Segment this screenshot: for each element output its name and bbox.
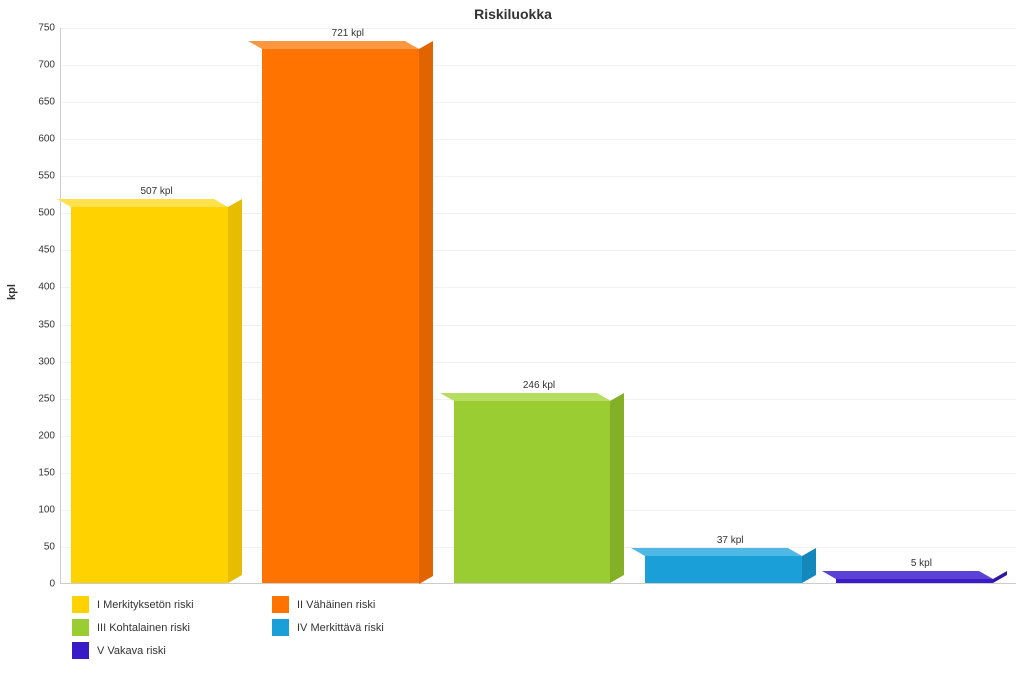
legend-item: IV Merkittävä riski — [272, 619, 472, 636]
legend-swatch — [72, 642, 89, 659]
grid-line — [61, 102, 1016, 103]
bar — [645, 548, 816, 583]
bar-front — [645, 556, 802, 583]
bar — [836, 571, 1007, 583]
chart-title: Riskiluokka — [0, 6, 1026, 22]
grid-line — [61, 176, 1016, 177]
bar-front — [454, 401, 611, 583]
bar-side — [610, 393, 624, 583]
bar-side — [802, 548, 816, 583]
y-tick-label: 400 — [38, 282, 55, 293]
bar-front — [262, 49, 419, 584]
legend-row: I Merkityksetön riski II Vähäinen riski — [72, 596, 1012, 613]
legend-item: II Vähäinen riski — [272, 596, 472, 613]
legend-row: V Vakava riski — [72, 642, 1012, 659]
bar-top — [631, 548, 802, 556]
y-tick-label: 300 — [38, 356, 55, 367]
legend-swatch — [272, 596, 289, 613]
bar-side — [993, 571, 1007, 583]
y-tick-label: 250 — [38, 393, 55, 404]
bar-value-label: 507 kpl — [140, 186, 172, 197]
legend-label: IV Merkittävä riski — [297, 622, 384, 634]
legend-label: III Kohtalainen riski — [97, 622, 190, 634]
bar — [262, 41, 433, 584]
grid-line — [61, 65, 1016, 66]
bar-front — [71, 207, 228, 583]
legend-label: V Vakava riski — [97, 645, 166, 657]
y-tick-label: 150 — [38, 467, 55, 478]
y-tick-label: 200 — [38, 430, 55, 441]
bar-value-label: 721 kpl — [332, 28, 364, 39]
bar-front — [836, 579, 993, 583]
y-tick-label: 650 — [38, 97, 55, 108]
legend-label: I Merkityksetön riski — [97, 599, 194, 611]
y-tick-label: 700 — [38, 60, 55, 71]
y-tick-label: 600 — [38, 134, 55, 145]
grid-line — [61, 139, 1016, 140]
legend-item: III Kohtalainen riski — [72, 619, 272, 636]
legend-item: V Vakava riski — [72, 642, 272, 659]
bar-value-label: 5 kpl — [911, 558, 932, 569]
legend-swatch — [272, 619, 289, 636]
legend-label: II Vähäinen riski — [297, 599, 375, 611]
y-tick-label: 50 — [44, 541, 55, 552]
bar-top — [440, 393, 611, 401]
bar-side — [228, 199, 242, 583]
bar-value-label: 37 kpl — [717, 535, 744, 546]
bar-top — [57, 199, 228, 207]
legend: I Merkityksetön riski II Vähäinen riski II… — [72, 596, 1012, 665]
y-tick-label: 0 — [49, 579, 55, 590]
plot-area: 0501001502002503003504004505005506006507… — [60, 28, 1016, 584]
bar-value-label: 246 kpl — [523, 380, 555, 391]
y-tick-label: 100 — [38, 504, 55, 515]
y-tick-label: 450 — [38, 245, 55, 256]
bar-side — [419, 41, 433, 584]
chart-container: Riskiluokka kpl 050100150200250300350400… — [0, 0, 1026, 684]
y-tick-label: 750 — [38, 23, 55, 34]
y-axis-label: kpl — [6, 284, 18, 300]
y-tick-label: 550 — [38, 171, 55, 182]
legend-item: I Merkityksetön riski — [72, 596, 272, 613]
bar — [454, 393, 625, 583]
bar-top — [248, 41, 419, 49]
bar-top — [822, 571, 993, 579]
y-tick-label: 500 — [38, 208, 55, 219]
legend-row: III Kohtalainen riski IV Merkittävä riski — [72, 619, 1012, 636]
legend-swatch — [72, 619, 89, 636]
y-tick-label: 350 — [38, 319, 55, 330]
legend-swatch — [72, 596, 89, 613]
grid-line — [61, 28, 1016, 29]
bar — [71, 199, 242, 583]
